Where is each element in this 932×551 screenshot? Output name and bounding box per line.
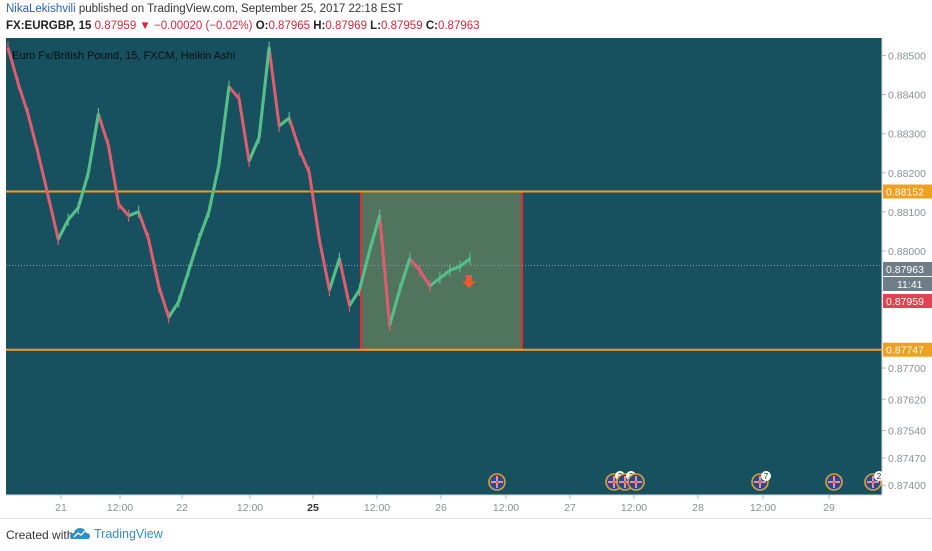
- y-tick-label: 0.87620: [888, 394, 926, 406]
- high-value: 0.87969: [325, 20, 367, 32]
- price-tag: [883, 277, 932, 291]
- price-change: −0.00020 (−0.02%): [154, 20, 253, 32]
- price-up-segment: [217, 86, 231, 166]
- price-up-segment: [278, 116, 291, 128]
- price-up-segment: [187, 238, 201, 271]
- publish-header: NikaLekishvili published on TradingView.…: [0, 0, 932, 38]
- x-tick-label: 27: [564, 502, 576, 514]
- y-tick-label: 0.88500: [888, 51, 926, 63]
- last-price: 0.87959: [94, 20, 137, 32]
- publish-line: NikaLekishvili published on TradingView.…: [6, 3, 403, 15]
- low-label: L:: [370, 20, 382, 32]
- x-tick-label: 26: [435, 502, 447, 514]
- close-value: 0.87963: [437, 20, 480, 32]
- y-tick-label: 0.88100: [888, 207, 926, 219]
- x-tick-label: 12:00: [493, 502, 519, 514]
- event-count-badge: [874, 471, 884, 481]
- time-axis-background: [6, 495, 882, 518]
- event-count-label: 7: [764, 472, 769, 481]
- price-up-segment: [167, 300, 181, 319]
- price-up-segment: [247, 137, 261, 162]
- price-up-segment: [368, 215, 382, 252]
- price-up-segment: [56, 218, 70, 240]
- y-tick-label: 0.87470: [888, 453, 926, 465]
- price-tag-label: 11:41: [897, 279, 923, 291]
- y-tick-label: 0.87540: [888, 426, 926, 438]
- open-label: O:: [255, 20, 269, 32]
- author-link[interactable]: NikaLekishvili: [6, 3, 76, 15]
- down-arrow-icon: [462, 275, 476, 288]
- chart-title: Euro Fx/British Pound, 15, FXCM, Heikin …: [12, 50, 235, 62]
- price-up-segment: [257, 47, 271, 138]
- price-up-segment: [459, 257, 471, 268]
- x-tick-label: 12:00: [237, 502, 263, 514]
- created-with-label: Created with: [6, 528, 74, 542]
- tradingview-logo[interactable]: TradingView: [70, 527, 163, 541]
- footer: Created with TradingView: [0, 518, 932, 551]
- x-tick-label: 21: [55, 502, 67, 514]
- x-tick-label: 25: [307, 502, 319, 514]
- price-tag: [883, 294, 932, 308]
- quote-line: FX:EURGBP, 15 0.87959 ▼ −0.00020 (−0.02%…: [6, 20, 480, 32]
- price-up-segment: [127, 210, 140, 218]
- low-value: 0.87959: [381, 20, 423, 32]
- tradingview-brand: TradingView: [94, 527, 163, 541]
- price-chart[interactable]: Euro Fx/British Pound, 15, FXCM, Heikin …: [0, 38, 932, 518]
- y-tick-label: 0.88200: [888, 168, 926, 180]
- price-tag-label: 0.87959: [886, 296, 924, 308]
- price-up-segment: [358, 250, 372, 291]
- level-price-label: 0.87747: [886, 345, 924, 357]
- x-tick-label: 12:00: [364, 502, 390, 514]
- high-label: H:: [313, 20, 326, 32]
- x-tick-label: 28: [692, 502, 704, 514]
- y-tick-label: 0.87400: [888, 480, 926, 492]
- event-count-label: 2: [877, 472, 882, 481]
- event-count-badge: [761, 471, 771, 481]
- price-up-segment: [67, 206, 80, 221]
- price-up-segment: [86, 113, 100, 174]
- price-up-segment: [177, 269, 191, 303]
- price-up-segment: [388, 289, 402, 326]
- x-tick-label: 12:00: [621, 502, 647, 514]
- y-tick-label: 0.88000: [888, 246, 926, 258]
- price-up-segment: [398, 258, 412, 291]
- price-up-segment: [428, 277, 441, 288]
- x-tick-label: 12:00: [750, 502, 776, 514]
- symbol-label: FX:EURGBP, 15: [6, 20, 92, 32]
- price-up-segment: [207, 164, 221, 213]
- level-price-tag: [883, 342, 932, 357]
- y-tick-label: 0.88400: [888, 90, 926, 102]
- price-tag: [883, 262, 932, 276]
- y-tick-label: 0.88300: [888, 129, 926, 141]
- price-up-segment: [438, 269, 451, 280]
- price-up-segment: [197, 211, 211, 240]
- down-arrow-icon: ▼: [139, 20, 151, 32]
- x-tick-label: 29: [823, 502, 835, 514]
- price-up-segment: [76, 172, 90, 209]
- x-tick-label: 12:00: [107, 502, 133, 514]
- price-tag-label: 0.87963: [886, 264, 924, 276]
- tradingview-cloud-icon: [70, 528, 90, 539]
- level-price-tag: [883, 184, 932, 199]
- chart-area[interactable]: Euro Fx/British Pound, 15, FXCM, Heikin …: [0, 38, 932, 518]
- price-up-segment: [327, 258, 341, 291]
- y-tick-label: 0.87700: [888, 363, 926, 375]
- price-up-segment: [449, 265, 461, 272]
- price-up-segment: [348, 289, 361, 307]
- x-tick-label: 22: [176, 502, 188, 514]
- close-label: C:: [425, 20, 438, 32]
- published-info: published on TradingView.com, September …: [75, 3, 403, 15]
- open-value: 0.87965: [268, 20, 311, 32]
- level-price-label: 0.88152: [886, 187, 924, 199]
